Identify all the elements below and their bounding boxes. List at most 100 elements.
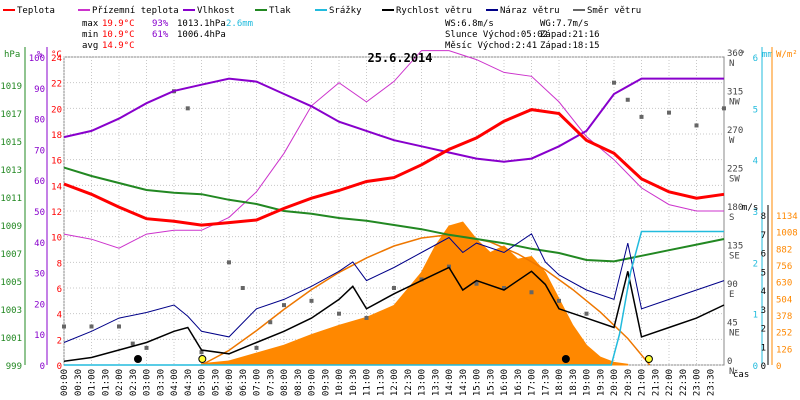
wind-dir-tick-label: 180 xyxy=(727,203,743,213)
wind-tick-label: 0 xyxy=(761,362,766,372)
rain-tick-label: 1 xyxy=(753,311,758,321)
x-tick-label: 16:30 xyxy=(514,369,524,396)
humidity-tick-label: 60 xyxy=(34,177,45,187)
temperature-tick-label: 10 xyxy=(51,234,62,244)
pressure-tick-label: 1019 xyxy=(0,82,22,92)
x-tick-label: 14:00 xyxy=(445,369,455,396)
x-tick-label: 09:00 xyxy=(308,369,318,396)
humidity-line xyxy=(63,77,724,163)
x-tick-label: 13:30 xyxy=(431,369,441,396)
pressure-tick-label: 1009 xyxy=(0,222,22,232)
wind-unit: m/s xyxy=(742,203,758,213)
x-tick-label: 07:00 xyxy=(253,369,263,396)
x-tick-label: 01:30 xyxy=(101,369,111,396)
x-tick-label: 09:30 xyxy=(321,369,331,396)
x-tick-label: 17:30 xyxy=(541,369,551,396)
humidity-tick-label: 10 xyxy=(34,331,45,341)
x-tick-label: 05:30 xyxy=(211,369,221,396)
wind-tick-label: 4 xyxy=(761,287,766,297)
clear-sky-line xyxy=(201,234,651,366)
solar-tick-label: 126 xyxy=(776,345,792,355)
temperature-tick-label: 8 xyxy=(57,259,62,269)
wind-dir-point xyxy=(240,286,245,290)
wind-dir-point xyxy=(612,80,616,85)
solar-tick-label: 756 xyxy=(776,262,792,272)
legend-label: Směr větru xyxy=(587,6,641,16)
x-tick-label: 14:30 xyxy=(459,369,469,396)
stats-min-press: 1006.4hPa xyxy=(177,30,226,40)
x-tick-label: 15:00 xyxy=(473,369,483,396)
x-tick-label: 11:00 xyxy=(363,369,373,396)
wind-dir-point xyxy=(364,315,369,320)
wind-dir-point xyxy=(502,286,506,290)
chart-series xyxy=(62,50,726,366)
stats-rain: 2.6mm xyxy=(226,19,253,29)
wind-dir-point xyxy=(474,281,479,286)
x-tick-label: 04:00 xyxy=(170,369,180,396)
temperature-tick-label: 6 xyxy=(57,285,62,295)
wind-dir-compass-label: SW xyxy=(729,175,740,185)
wind-dir-point xyxy=(625,97,630,102)
wind-dir-tick-label: 225 xyxy=(727,165,743,175)
pressure-tick-label: 1003 xyxy=(0,306,22,316)
stats-avg-label: avg xyxy=(82,41,98,51)
stats-min-label: min xyxy=(82,30,98,40)
wind-dir-tick-label: 270 xyxy=(727,126,743,136)
moon-marker xyxy=(133,355,142,363)
x-tick-label: 15:30 xyxy=(486,369,496,396)
wind-dir-point xyxy=(254,345,259,350)
x-tick-label: 00:00 xyxy=(60,369,70,396)
humidity-tick-label: 0 xyxy=(40,362,45,372)
temperature-unit: °C xyxy=(51,50,62,60)
stats-sun-rise: Slunce Východ:05:02 xyxy=(445,30,548,40)
wind-dir-point xyxy=(309,298,314,303)
legend-label: Teplota xyxy=(17,6,55,16)
wind-dir-point xyxy=(447,264,451,269)
wind-dir-tick-label: 45 xyxy=(727,319,738,329)
pressure-tick-label: 1013 xyxy=(0,166,22,176)
sun-marker xyxy=(644,355,653,363)
x-tick-label: 04:30 xyxy=(184,369,194,396)
wind-tick-label: 5 xyxy=(761,268,766,278)
rain-tick-label: 4 xyxy=(753,157,758,167)
solar-unit: W/m² xyxy=(776,50,798,60)
wind-dir-compass-label: N xyxy=(729,367,734,377)
x-tick-label: 22:00 xyxy=(665,369,675,396)
wind-dir-point xyxy=(419,277,424,282)
temperature-tick-label: 4 xyxy=(57,311,62,321)
rain-tick-label: 5 xyxy=(753,105,758,115)
temperature-tick-label: 12 xyxy=(51,208,62,218)
wind-tick-label: 7 xyxy=(761,231,766,241)
wind-tick-label: 8 xyxy=(761,212,766,222)
x-tick-label: 18:00 xyxy=(555,369,565,396)
temperature-tick-label: 22 xyxy=(51,80,62,90)
sun-marker xyxy=(198,355,207,363)
x-tick-label: 12:30 xyxy=(404,369,414,396)
wind-gust-line xyxy=(63,233,725,343)
wind-dir-tick-label: 90 xyxy=(727,280,738,290)
x-tick-label: 00:30 xyxy=(74,369,84,396)
x-tick-label: 07:30 xyxy=(266,369,276,396)
wind-dir-point xyxy=(667,110,671,115)
wind-dir-tick-label: 0 xyxy=(727,357,732,367)
wind-dir-point xyxy=(557,298,561,303)
x-tick-label: 08:00 xyxy=(280,369,290,396)
x-tick-label: 22:30 xyxy=(679,369,689,396)
wind-tick-label: 2 xyxy=(761,325,766,335)
wind-speed-line xyxy=(63,266,725,363)
x-tick-label: 05:00 xyxy=(198,369,208,396)
stats-min-hum: 61% xyxy=(152,30,169,40)
humidity-tick-label: 80 xyxy=(34,116,45,126)
wind-dir-point xyxy=(529,290,534,295)
rain-tick-label: 0 xyxy=(753,362,758,372)
wind-tick-label: 1 xyxy=(761,343,766,353)
x-tick-label: 02:00 xyxy=(115,369,125,396)
x-tick-label: 10:00 xyxy=(335,369,345,396)
pressure-tick-label: 1017 xyxy=(0,110,22,120)
solar-tick-label: 1134 xyxy=(776,212,798,222)
rain-tick-label: 6 xyxy=(753,54,758,64)
pressure-tick-label: 1015 xyxy=(0,138,22,148)
temperature-tick-label: 0 xyxy=(57,362,62,372)
x-tick-label: 21:30 xyxy=(651,369,661,396)
